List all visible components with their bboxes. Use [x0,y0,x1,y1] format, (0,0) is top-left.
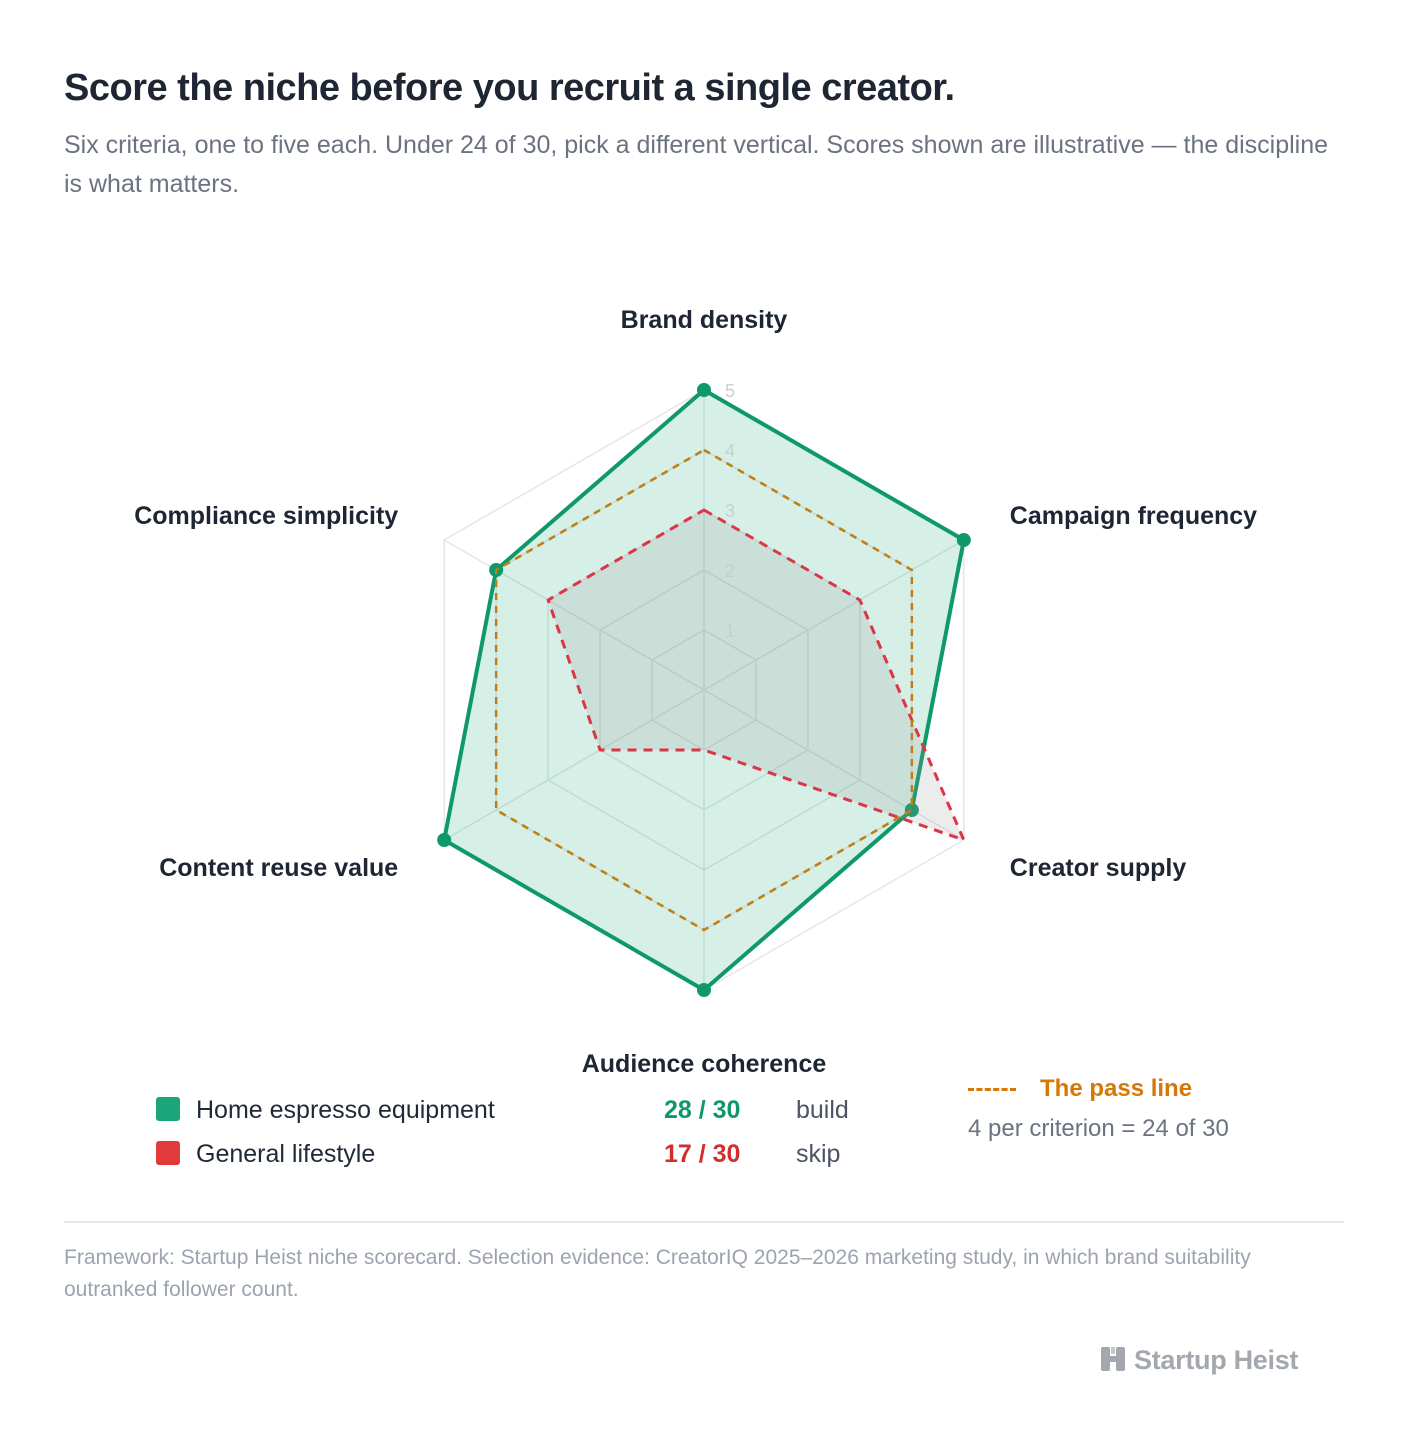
tick-label-1: 1 [725,621,735,641]
point-home-espresso-equipment-3 [904,803,919,817]
heist-logo-icon [1101,1347,1125,1371]
axis-label-brand-density: Brand density [621,306,788,334]
axis-label-creator-supply: Creator supply [1010,854,1187,882]
page-title: Score the niche before you recruit a sin… [64,67,955,109]
radar-series [437,383,971,997]
point-home-espresso-equipment-4 [697,983,711,997]
tick-label-5: 5 [725,381,735,401]
point-home-espresso-equipment-1 [697,383,711,397]
point-home-espresso-equipment-2 [956,533,971,547]
axis-label-audience-coherence: Audience coherence [582,1050,827,1078]
legend-verdict-lifestyle: skip [796,1140,841,1168]
grid-spoke-5 [443,689,705,841]
footer-divider [64,1221,1344,1223]
legend-score-lifestyle: 17 / 30 [664,1140,741,1168]
series-general-lifestyle [546,508,966,842]
tick-label-2: 2 [725,561,735,581]
grid-spoke-2 [703,539,965,691]
pass-line-note: 4 per criterion = 24 of 30 [968,1115,1229,1142]
radar-axis-labels: Brand density Campaign frequency Creator s… [134,306,1257,1078]
axis-label-campaign-frequency: Campaign frequency [1010,502,1257,530]
pass-line-title: The pass line [1040,1075,1193,1102]
footnote: Framework: Startup Heist niche scorecard… [64,1246,1251,1301]
legend-item-espresso: Home espresso equipment 28 / 30 build [156,1095,876,1125]
axis-label-content-reuse-value: Content reuse value [159,854,398,882]
legend-item-lifestyle: General lifestyle 17 / 30 skip [156,1139,876,1169]
grid-spoke-6 [443,539,705,691]
legend-label-espresso: Home espresso equipment [196,1096,495,1124]
series-the-pass-line [494,448,914,932]
grid-spoke-3 [703,689,965,841]
brand-name: Startup Heist [1134,1345,1299,1375]
pass-line-swatch [968,1088,1016,1091]
legend-label-lifestyle: General lifestyle [196,1140,376,1168]
legend-verdict-espresso: build [796,1096,849,1124]
point-home-espresso-equipment-5 [437,833,452,847]
tick-label-3: 3 [725,501,735,521]
tick-label-4: 4 [725,441,735,461]
axis-label-compliance-simplicity: Compliance simplicity [134,502,398,530]
legend-score-espresso: 28 / 30 [664,1096,741,1124]
brand-logo: Startup Heist [1100,1344,1340,1376]
legend-swatch-espresso [156,1097,180,1121]
radar-chart: 1 2 3 4 5 Brand density Campaign frequency Cre… [134,306,1257,1078]
radar-tick-labels: 1 2 3 4 5 [725,381,735,641]
legend-swatch-lifestyle [156,1141,180,1165]
page-subtitle: Six criteria, one to five each. Under 24… [64,131,1329,198]
